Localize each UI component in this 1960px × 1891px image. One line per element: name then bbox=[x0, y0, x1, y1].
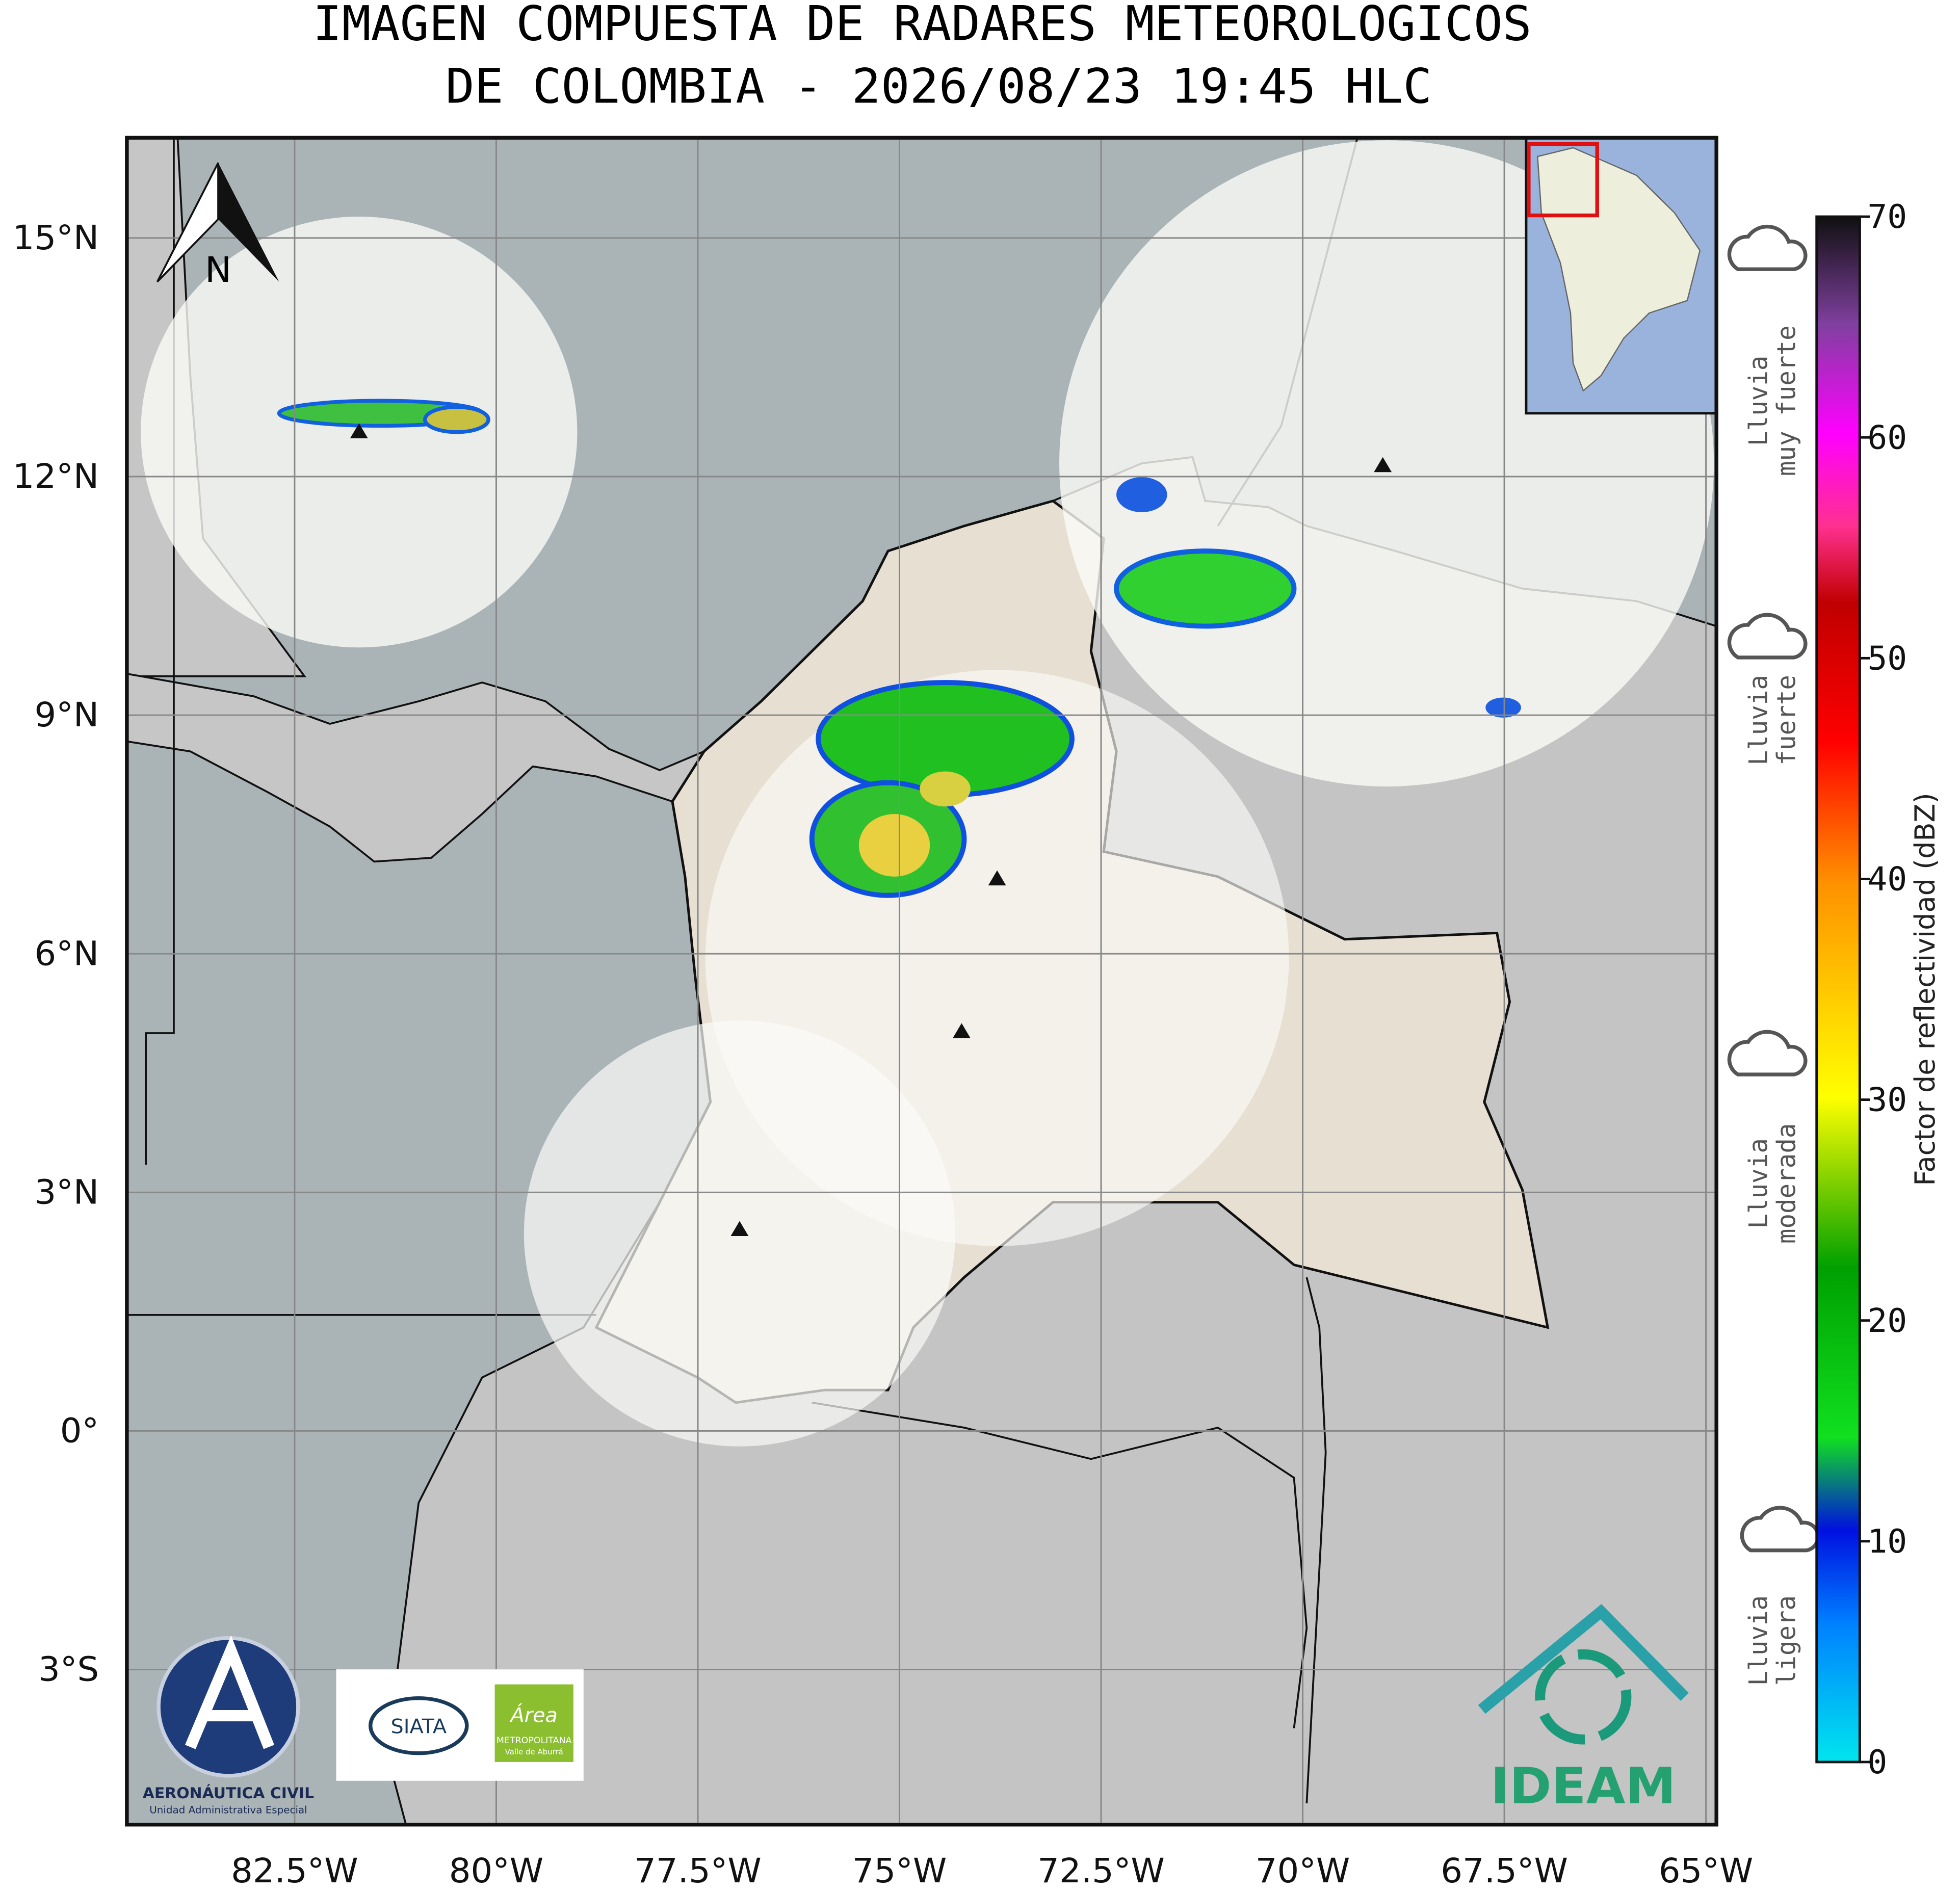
echo bbox=[1114, 548, 1297, 629]
rain-level-label: muy fuerte bbox=[1771, 325, 1801, 476]
colorbar-tick-label: 60 bbox=[1867, 419, 1907, 457]
cloud-icon bbox=[1727, 224, 1808, 271]
north-label: N bbox=[205, 250, 231, 290]
border bbox=[812, 1401, 1308, 1728]
x-tick-label: 80°W bbox=[449, 1851, 543, 1890]
y-tick-label: 15°N bbox=[13, 218, 99, 257]
map-frame bbox=[125, 136, 1718, 1827]
radar-echoes bbox=[277, 399, 1521, 898]
x-tick-label: 65°W bbox=[1659, 1851, 1753, 1890]
rain-level-label: Lluvia bbox=[1743, 356, 1773, 446]
grid bbox=[126, 138, 1717, 1825]
colorbar-tick-label: 40 bbox=[1867, 860, 1907, 899]
colorbar bbox=[1815, 215, 1861, 1764]
y-tick-label: 12°N bbox=[13, 456, 99, 495]
logo-text: Área bbox=[509, 1703, 557, 1727]
cloud-icon bbox=[1727, 1030, 1808, 1076]
colorbar-tick-label: 30 bbox=[1867, 1081, 1907, 1119]
title-line: IMAGEN COMPUESTA DE RADARES METEOROLOGIC… bbox=[313, 0, 1532, 51]
y-tick-label: 3°S bbox=[38, 1649, 99, 1689]
colorbar-tick-label: 0 bbox=[1867, 1743, 1887, 1781]
logo-text: AERONÁUTICA CIVIL bbox=[143, 1784, 314, 1802]
x-tick-label: 72.5°W bbox=[1037, 1851, 1165, 1890]
echo bbox=[1116, 477, 1167, 512]
cloud-icon bbox=[1727, 613, 1808, 660]
radar-site bbox=[1374, 457, 1392, 472]
colorbar-tick-label: 70 bbox=[1867, 198, 1907, 237]
rain-level-label: ligera bbox=[1771, 1595, 1801, 1686]
siata-cloud bbox=[368, 1696, 469, 1755]
x-tick-label: 82.5°W bbox=[231, 1851, 358, 1890]
radar-site bbox=[988, 870, 1006, 886]
y-tick-label: 9°N bbox=[35, 695, 99, 734]
x-tick-label: 70°W bbox=[1256, 1851, 1350, 1890]
rain-level-label: Lluvia bbox=[1743, 1595, 1773, 1686]
radar-sites bbox=[350, 423, 1392, 1237]
colorbar-tick-label: 10 bbox=[1867, 1522, 1907, 1561]
echo bbox=[1485, 697, 1521, 718]
rain-level-label: moderada bbox=[1771, 1123, 1801, 1244]
radar-site bbox=[350, 423, 368, 438]
echo bbox=[920, 771, 971, 807]
logo-text: IDEAM bbox=[1491, 1757, 1676, 1816]
logo-text: Unidad Administrativa Especial bbox=[149, 1804, 307, 1816]
radar-site bbox=[952, 1023, 971, 1038]
aeronautica-mark bbox=[185, 1635, 275, 1749]
y-tick-label: 0° bbox=[60, 1411, 99, 1450]
echo bbox=[423, 405, 490, 434]
x-tick-label: 75°W bbox=[852, 1851, 947, 1890]
border bbox=[1305, 1277, 1327, 1804]
logo-text: METROPOLITANA bbox=[496, 1736, 572, 1746]
logo-text: SIATA bbox=[390, 1715, 447, 1739]
y-tick-label: 3°N bbox=[35, 1172, 99, 1212]
logos: AERONÁUTICA CIVIL Unidad Administrativa … bbox=[143, 1604, 1689, 1816]
x-tick-label: 77.5°W bbox=[634, 1851, 762, 1890]
y-tick-label: 6°N bbox=[35, 934, 99, 973]
area-logo bbox=[494, 1684, 573, 1762]
ideam-swirl bbox=[1535, 1649, 1632, 1745]
colorbar-ticks: 0 10 20 30 40 50 60 70 bbox=[1860, 198, 1907, 1781]
colorbar-label: Factor de reflectividad (dBZ) bbox=[1909, 793, 1941, 1186]
inset-map bbox=[1525, 138, 1717, 415]
colorbar-tick-label: 50 bbox=[1867, 640, 1907, 678]
title-line: DE COLOMBIA - 2026/08/23 19:45 HLC bbox=[446, 59, 1432, 114]
axes: 82.5°W 80°W 77.5°W 75°W 72.5°W 70°W 67.5°W 65°W… bbox=[13, 218, 1754, 1890]
inset-land bbox=[1536, 147, 1701, 392]
panama bbox=[126, 672, 707, 863]
rain-level-label: Lluvia bbox=[1743, 1138, 1773, 1228]
ideam-roof bbox=[1478, 1604, 1689, 1714]
border bbox=[145, 138, 175, 1165]
logo-text: Valle de Aburrá bbox=[505, 1748, 563, 1756]
inset-extent bbox=[1527, 142, 1599, 218]
echo bbox=[858, 814, 930, 877]
rain-level-label: Lluvia bbox=[1743, 675, 1773, 765]
rain-level-label: fuerte bbox=[1771, 675, 1801, 765]
map-area: N AERONÁUTICA CIVIL Unidad Administrativ… bbox=[126, 138, 1717, 1825]
colorbar-tick-label: 20 bbox=[1867, 1302, 1907, 1340]
cloud-icon bbox=[1740, 1506, 1820, 1553]
x-tick-label: 67.5°W bbox=[1441, 1851, 1568, 1890]
radar-site bbox=[730, 1221, 749, 1237]
